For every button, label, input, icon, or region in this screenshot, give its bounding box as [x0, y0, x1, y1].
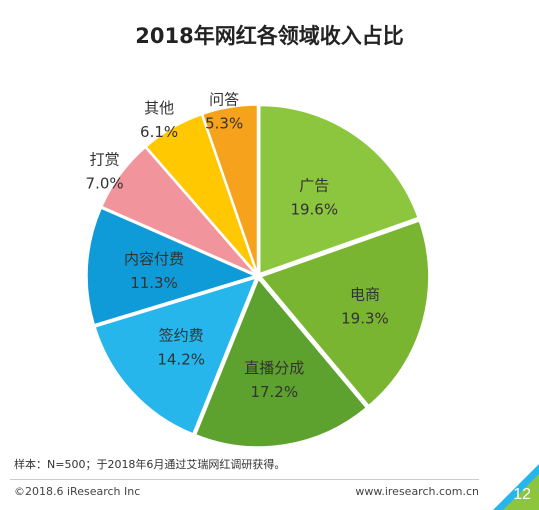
slice-value-5: 11.3% [130, 274, 178, 292]
slice-value-3: 17.2% [250, 383, 298, 401]
footer: ©2018.6 iResearch Inc www.iresearch.com.… [0, 476, 539, 510]
copyright-text: ©2018.6 iResearch Inc [14, 485, 141, 498]
slice-label-8: 问答 [209, 90, 239, 108]
pie-slice-5 [86, 207, 258, 326]
slice-label-3: 直播分成 [244, 359, 304, 377]
slice-label-4: 签约费 [159, 326, 204, 344]
slice-value-7: 6.1% [140, 123, 178, 141]
slice-label-6: 打赏 [90, 150, 120, 168]
slice-label-5: 内容付费 [124, 250, 184, 268]
pie-slice-8 [201, 104, 259, 274]
chart-title: 2018年网红各领域收入占比 [135, 24, 404, 48]
slice-value-6: 7.0% [86, 174, 124, 192]
footer-divider [10, 479, 479, 480]
slice-value-4: 14.2% [157, 350, 205, 368]
pie-slice-3 [194, 277, 368, 448]
sample-note: 样本：N=500；于2018年6月通过艾瑞网红调研获得。 [14, 458, 286, 471]
slice-value-1: 19.6% [290, 200, 338, 218]
slice-value-8: 5.3% [205, 114, 243, 132]
slice-label-1: 广告 [299, 176, 329, 194]
pie-slice-4 [94, 276, 258, 435]
corner-decoration [493, 464, 539, 510]
page-number: 12 [513, 486, 531, 503]
slice-value-2: 19.3% [341, 309, 389, 327]
website-text: www.iresearch.com.cn [355, 485, 479, 498]
pie-slice-7 [145, 113, 258, 274]
slice-label-7: 其他 [144, 99, 174, 117]
slice-label-2: 电商 [350, 285, 380, 303]
pie-slice-2 [259, 219, 430, 407]
pie-slice-6 [100, 146, 257, 275]
corner-green-triangle [503, 474, 539, 510]
pie-slice-1 [258, 104, 420, 275]
